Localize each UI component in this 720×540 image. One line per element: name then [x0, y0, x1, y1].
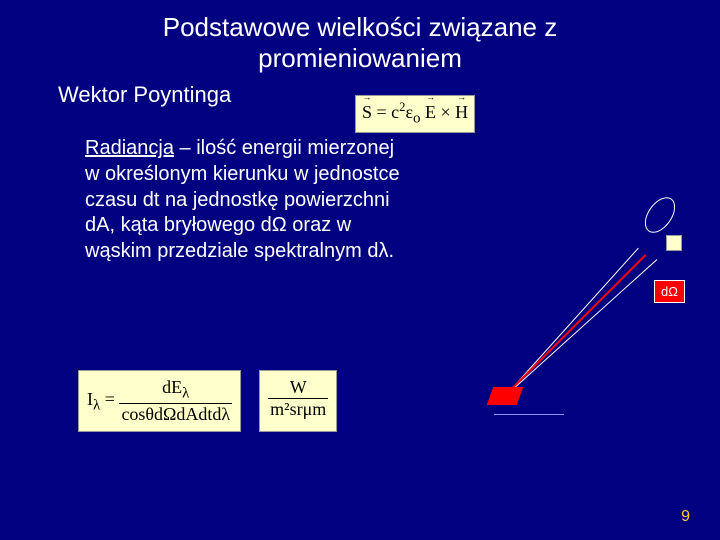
cone-aperture	[639, 192, 682, 239]
unit-den: m²srμm	[268, 399, 328, 420]
units-formula: W m²srμm	[259, 370, 337, 432]
sym-sub-o: o	[413, 111, 421, 127]
normal-line	[494, 414, 564, 415]
unit-num: W	[268, 377, 328, 399]
surface-patch	[487, 387, 524, 405]
slide-title: Podstawowe wielkości związane z promieni…	[0, 0, 720, 82]
solid-angle-diagram: dΩ	[480, 195, 710, 425]
radiancja-term: Radiancja	[85, 137, 174, 159]
dE-sub: λ	[182, 386, 189, 402]
cone-axis	[504, 254, 647, 397]
sym-eps: ε	[405, 102, 413, 122]
radiancja-definition: Radiancja – ilość energii mierzonej w ok…	[0, 136, 400, 264]
dE-sym: dE	[162, 377, 182, 397]
intensity-denom: cosθdΩdAdtdλ	[119, 404, 232, 425]
intensity-formula: Iλ = dEλ cosθdΩdAdtdλ	[78, 370, 241, 432]
sym-eq: = c	[372, 102, 399, 122]
formula-row: Iλ = dEλ cosθdΩdAdtdλ W m²srμm	[78, 370, 337, 432]
top-label-box	[666, 235, 682, 251]
sym-S: S	[362, 102, 372, 122]
sym-H: H	[455, 102, 468, 122]
sym-cross: ×	[436, 102, 455, 122]
I-sub: λ	[93, 398, 100, 414]
cone-edge-2	[504, 259, 657, 397]
poynting-formula: →S = c2εo →E × →H	[355, 95, 475, 133]
page-number: 9	[681, 508, 690, 526]
omega-label: dΩ	[654, 280, 685, 303]
sym-E: E	[425, 102, 436, 122]
